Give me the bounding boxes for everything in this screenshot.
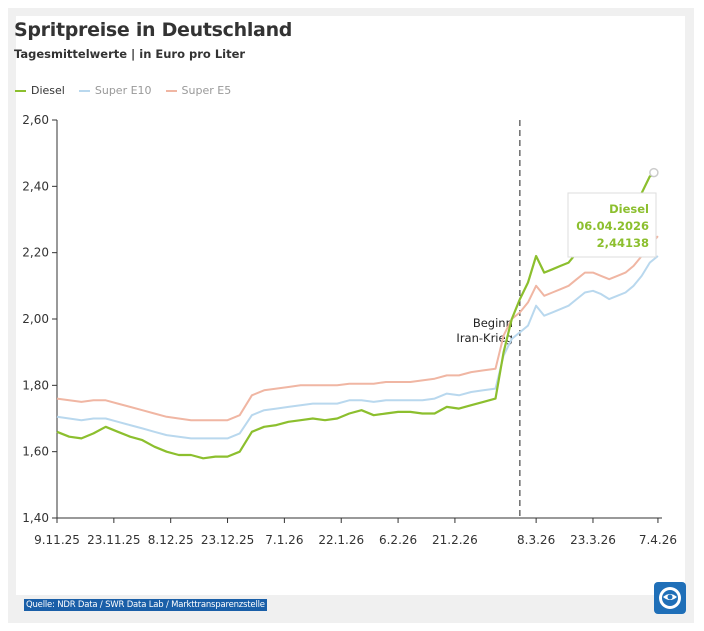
tooltip-value: 2,44138 — [597, 236, 649, 250]
graphic-frame — [8, 8, 694, 623]
x-tick-label: 9.11.25 — [34, 533, 80, 547]
tooltip-box — [567, 192, 657, 258]
series-line-e10 — [56, 255, 659, 440]
legend-label-e10: Super E10 — [94, 84, 152, 97]
x-tick-label: 8.3.26 — [517, 533, 555, 547]
legend-item-diesel[interactable]: Diesel — [15, 84, 65, 97]
legend-swatch-diesel — [15, 89, 26, 92]
legend-swatch-e10 — [78, 89, 90, 92]
annotation-label: Iran-Krieg — [456, 331, 512, 345]
legend-label-e5: Super E5 — [181, 84, 232, 97]
legend-label-diesel: Diesel — [31, 84, 65, 97]
y-tick-label: 1,80 — [22, 378, 49, 392]
chart-panel — [16, 16, 685, 595]
x-tick-label: 6.2.26 — [379, 533, 417, 547]
x-tick-label: 8.12.25 — [148, 533, 194, 547]
x-tick-label: 23.3.26 — [570, 533, 616, 547]
tooltip-date: 06.04.2026 — [576, 219, 649, 233]
legend: Diesel Super E10 Super E5 — [15, 84, 231, 97]
tooltip-series: Diesel — [609, 202, 649, 216]
annotation-label: Beginn — [473, 316, 513, 330]
legend-item-e10[interactable]: Super E10 — [78, 84, 152, 97]
legend-swatch-e5 — [165, 89, 177, 92]
series-line-e5 — [56, 235, 659, 422]
y-tick-label: 1,60 — [22, 445, 49, 459]
x-tick-label: 7.4.26 — [639, 533, 677, 547]
x-tick-label: 21.2.26 — [432, 533, 478, 547]
legend-item-e5[interactable]: Super E5 — [165, 84, 232, 97]
y-tick-label: 2,40 — [22, 179, 49, 193]
x-tick-label: 7.1.26 — [265, 533, 303, 547]
y-tick-label: 2,60 — [22, 113, 49, 127]
tagesschau-logo — [654, 582, 686, 614]
x-tick-label: 23.11.25 — [87, 533, 140, 547]
globe-icon — [659, 587, 681, 609]
x-tick-label: 22.1.26 — [318, 533, 364, 547]
chart-subtitle: Tagesmittelwerte | in Euro pro Liter — [14, 47, 246, 61]
chart-title: Spritpreise in Deutschland — [14, 19, 293, 41]
y-tick-label: 2,00 — [22, 312, 49, 326]
y-tick-label: 1,40 — [22, 511, 49, 525]
highlight-point — [649, 167, 659, 178]
x-tick-label: 23.12.25 — [201, 533, 254, 547]
source-note: Quelle: NDR Data / SWR Data Lab / Marktt… — [24, 599, 267, 611]
y-tick-label: 2,20 — [22, 246, 49, 260]
